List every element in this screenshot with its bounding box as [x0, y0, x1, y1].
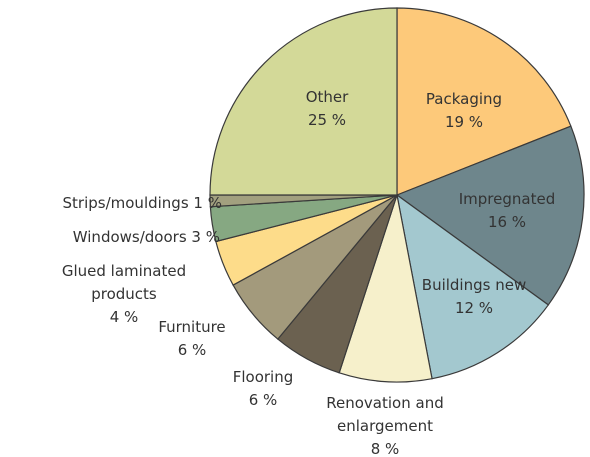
- category-name: Impregnated: [458, 190, 556, 208]
- value-label: 16 %: [487, 213, 527, 231]
- value-label: 25 %: [307, 111, 347, 129]
- pie-slice: [338, 194, 433, 383]
- pie-slice: [209, 7, 398, 196]
- slice-label: Buildings new 12 %: [414, 274, 534, 320]
- slice-label: Impregnated 16 %: [447, 188, 567, 234]
- category-name: Strips/mouldings: [62, 194, 189, 212]
- value-label: 12 %: [454, 299, 494, 317]
- value-label: 6 %: [177, 341, 207, 359]
- category-name: Glued laminated products: [61, 262, 187, 303]
- slice-label: Glued laminated products 4 %: [54, 260, 194, 329]
- slice-label: Renovation and enlargement 8 %: [300, 392, 470, 457]
- category-name: Furniture: [158, 318, 226, 336]
- pie-slice: [396, 193, 550, 380]
- category-name: Renovation and enlargement: [326, 394, 444, 435]
- category-name: Packaging: [425, 90, 503, 108]
- pie-slice: [396, 7, 572, 196]
- value-label: 19 %: [444, 113, 484, 131]
- pie-slice: [395, 125, 585, 306]
- category-name: Other: [305, 88, 349, 106]
- value-label: 6 %: [248, 391, 278, 409]
- value-label: 1 %: [193, 194, 222, 212]
- category-name: Flooring: [232, 368, 294, 386]
- slice-label: Strips/mouldings 1 %: [0, 192, 222, 215]
- value-label: 8 %: [370, 440, 400, 457]
- category-name: Windows/doors: [72, 228, 187, 246]
- slice-label: Packaging 19 %: [404, 88, 524, 134]
- slice-label: Windows/doors 3 %: [0, 226, 220, 249]
- value-label: 4 %: [109, 308, 139, 326]
- slice-label: Furniture 6 %: [142, 316, 242, 362]
- slice-label: Flooring 6 %: [213, 366, 313, 412]
- category-name: Buildings new: [421, 276, 527, 294]
- value-label: 3 %: [191, 228, 220, 246]
- slice-label: Other 25 %: [257, 86, 397, 132]
